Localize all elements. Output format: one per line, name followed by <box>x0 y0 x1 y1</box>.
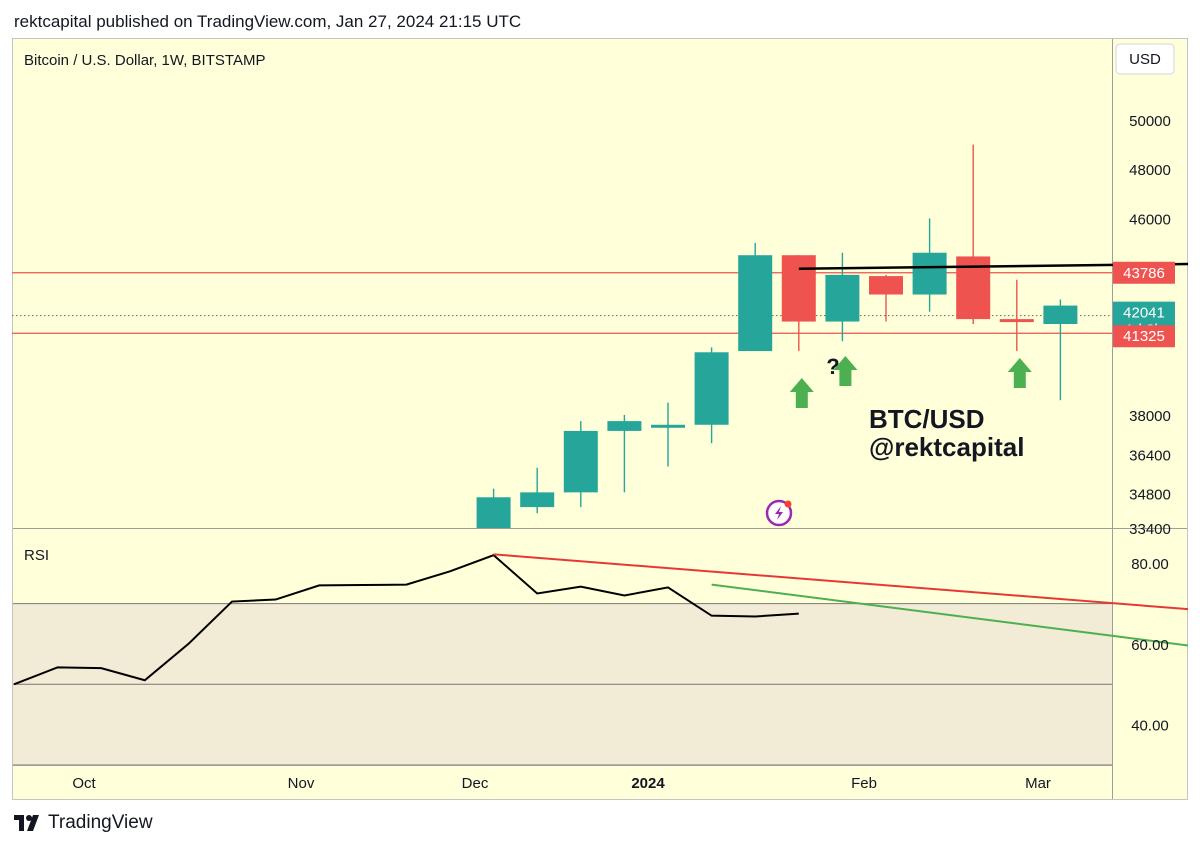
footer-brand: TradingView <box>48 812 153 833</box>
publish-info: rektcapital published on TradingView.com… <box>14 12 522 31</box>
time-tick-label: Dec <box>462 775 489 792</box>
watermark-pair: BTC/USD <box>869 404 985 434</box>
price-tick-label: 48000 <box>1129 162 1171 179</box>
candle-body <box>1043 305 1078 325</box>
price-tick-label: 50000 <box>1129 113 1171 130</box>
up-arrow-icon <box>1007 358 1032 388</box>
time-tick-label: Mar <box>1025 775 1051 792</box>
lightning-icon[interactable] <box>765 499 793 527</box>
candle-body <box>563 430 598 493</box>
chart-frame[interactable]: Bitcoin / U.S. Dollar, 1W, BITSTAMP USD … <box>12 38 1200 800</box>
price-tag-value: 41325 <box>1123 328 1165 345</box>
rsi-green-trendline <box>711 583 1200 648</box>
price-tick-label: 36400 <box>1129 447 1171 464</box>
candle-body <box>912 252 947 295</box>
candle-body <box>651 424 685 428</box>
candle-body <box>520 492 555 508</box>
price-tick-label: 46000 <box>1129 211 1171 228</box>
candle-body <box>607 421 642 431</box>
candle-body <box>694 352 729 425</box>
chart-title: Bitcoin / U.S. Dollar, 1W, BITSTAMP <box>24 52 265 69</box>
footer: TradingView <box>14 812 153 834</box>
time-tick-label: 2024 <box>631 775 665 792</box>
price-tag <box>1113 261 1175 284</box>
candle-body <box>869 276 903 295</box>
chart-border <box>12 38 1188 800</box>
question-mark: ? <box>826 354 839 379</box>
up-arrow-icon <box>789 378 814 408</box>
price-tick-label: 33400 <box>1129 521 1171 538</box>
candle-body <box>825 274 860 322</box>
rsi-tick-label: 40.00 <box>1131 718 1169 735</box>
rsi-tick-label: 60.00 <box>1131 637 1169 654</box>
time-tick-label: Oct <box>72 775 96 792</box>
currency-button[interactable]: USD <box>1115 43 1175 75</box>
rsi-tick-label: 80.00 <box>1131 556 1169 573</box>
rsi-label: RSI <box>24 547 49 564</box>
price-tag-value: 42041 <box>1123 305 1165 322</box>
candle-body <box>999 319 1034 323</box>
price-axis-bg <box>1113 38 1188 800</box>
candle-body <box>476 497 511 528</box>
rsi-red-trendline <box>493 553 1200 612</box>
price-tick-label: 38000 <box>1129 408 1171 425</box>
price-tag <box>1113 325 1175 348</box>
up-arrow-icon <box>833 356 858 386</box>
rsi-line <box>13 553 799 686</box>
tradingview-logo-icon[interactable] <box>14 815 42 831</box>
chart-svg[interactable]: Bitcoin / U.S. Dollar, 1W, BITSTAMP USD … <box>12 38 1200 800</box>
currency-label: USD <box>1129 51 1161 68</box>
time-tick-label: Nov <box>288 775 315 792</box>
time-axis-bg <box>12 765 1112 800</box>
price-tag-value: 43786 <box>1123 265 1165 282</box>
watermark-handle: @rektcapital <box>869 432 1024 462</box>
time-tick-label: Feb <box>851 775 877 792</box>
price-tick-label: 34800 <box>1129 487 1171 504</box>
candle-body <box>781 255 816 322</box>
resistance-trendline <box>798 262 1200 270</box>
candle-body <box>738 255 773 352</box>
